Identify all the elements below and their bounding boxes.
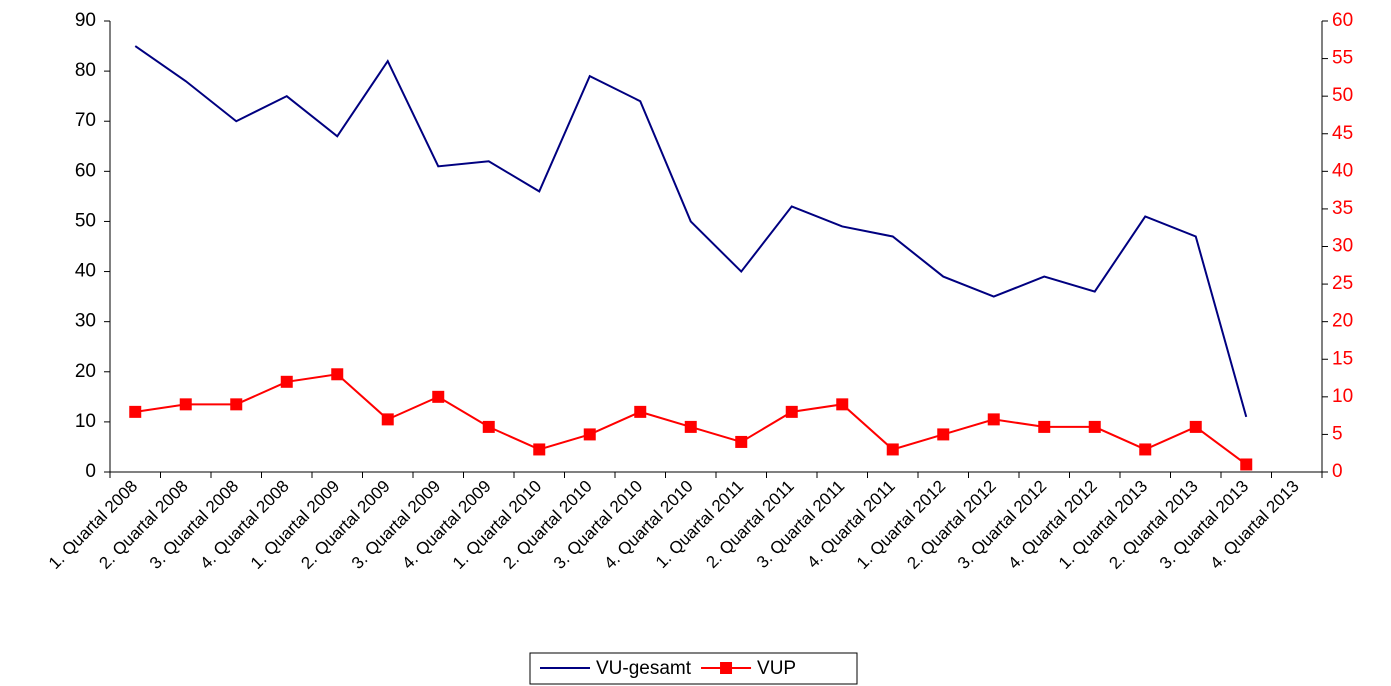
- y-tick-label: 50: [75, 210, 96, 231]
- series-marker: [634, 405, 647, 418]
- series-marker: [381, 413, 394, 426]
- legend: VU-gesamt VUP: [529, 652, 858, 685]
- y-tick-label: 60: [75, 160, 96, 181]
- y2-tick-label: 60: [1332, 10, 1353, 31]
- y2-tick-label: 30: [1332, 236, 1353, 257]
- series-line: [135, 373, 1247, 466]
- series-line: [134, 45, 1248, 418]
- series-marker: [735, 435, 748, 448]
- y-tick-label: 30: [75, 311, 96, 332]
- series-marker: [684, 420, 697, 433]
- series-marker: [331, 368, 344, 381]
- y2-tick-label: 35: [1332, 198, 1353, 219]
- legend-label: VU-gesamt: [596, 658, 692, 679]
- x-tick-label: 4. Quartal 2008: [196, 477, 292, 573]
- x-tick-label: 1. Quartal 2009: [247, 477, 343, 573]
- x-tick-label: 3. Quartal 2009: [348, 477, 444, 573]
- series-marker: [1088, 420, 1101, 433]
- x-tick-label: 3. Quartal 2008: [146, 477, 242, 573]
- y2-tick-label: 45: [1332, 123, 1353, 144]
- y-tick-label: 40: [75, 261, 96, 282]
- y-tick-label: 90: [75, 10, 96, 31]
- y2-tick-label: 10: [1332, 386, 1353, 407]
- x-tick-label: 2. Quartal 2012: [903, 477, 999, 573]
- y2-tick-label: 5: [1332, 423, 1343, 444]
- series-marker: [432, 390, 445, 403]
- x-tick-label: 2. Quartal 2008: [95, 477, 191, 573]
- y2-tick-label: 0: [1332, 461, 1343, 482]
- series-marker: [179, 398, 192, 411]
- x-tick-label: 2. Quartal 2009: [297, 477, 393, 573]
- y-tick-label: 80: [75, 60, 96, 81]
- x-tick-label: 3. Quartal 2011: [753, 477, 848, 572]
- y-tick-label: 20: [75, 361, 96, 382]
- series-marker: [482, 420, 495, 433]
- series-marker: [937, 428, 950, 441]
- x-tick-label: 4. Quartal 2009: [398, 477, 494, 573]
- x-tick-label: 2. Quartal 2011: [702, 477, 797, 572]
- y2-tick-label: 25: [1332, 273, 1353, 294]
- y2-tick-label: 55: [1332, 48, 1353, 69]
- x-tick-label: 2. Quartal 2010: [499, 477, 595, 573]
- x-tick-label: 1. Quartal 2012: [853, 477, 949, 573]
- series-marker: [533, 443, 546, 456]
- series-marker: [230, 398, 243, 411]
- legend-label: VUP: [757, 658, 796, 679]
- series-marker: [836, 398, 849, 411]
- x-tick-label: 3. Quartal 2010: [550, 477, 646, 573]
- x-tick-label: 1. Quartal 2010: [449, 477, 545, 573]
- y2-tick-label: 40: [1332, 160, 1353, 181]
- x-tick-label: 4. Quartal 2010: [600, 477, 696, 573]
- series-marker: [785, 405, 798, 418]
- y2-tick-label: 50: [1332, 85, 1353, 106]
- y-tick-label: 10: [75, 411, 96, 432]
- series-marker: [886, 443, 899, 456]
- series-marker: [987, 413, 1000, 426]
- x-tick-label: 4. Quartal 2013: [1206, 477, 1302, 573]
- x-tick-label: 1. Quartal 2008: [45, 477, 141, 573]
- y2-tick-label: 15: [1332, 348, 1353, 369]
- x-tick-label: 2. Quartal 2013: [1105, 477, 1201, 573]
- x-tick-label: 3. Quartal 2013: [1156, 477, 1252, 573]
- x-tick-label: 1. Quartal 2013: [1055, 477, 1151, 573]
- y-tick-label: 70: [75, 110, 96, 131]
- x-tick-label: 3. Quartal 2012: [954, 477, 1050, 573]
- x-tick-label: 4. Quartal 2011: [803, 477, 898, 572]
- y2-tick-label: 20: [1332, 311, 1353, 332]
- series-marker: [1240, 458, 1253, 471]
- series-marker: [583, 428, 596, 441]
- series-marker: [1139, 443, 1152, 456]
- series-marker: [1189, 420, 1202, 433]
- series-marker: [129, 405, 142, 418]
- legend-marker: [720, 662, 733, 674]
- x-tick-label: 4. Quartal 2012: [1004, 477, 1100, 573]
- series-marker: [1038, 420, 1051, 433]
- series-marker: [280, 375, 293, 388]
- y-tick-label: 0: [85, 461, 96, 482]
- x-tick-label: 1. Quartal 2011: [652, 477, 747, 572]
